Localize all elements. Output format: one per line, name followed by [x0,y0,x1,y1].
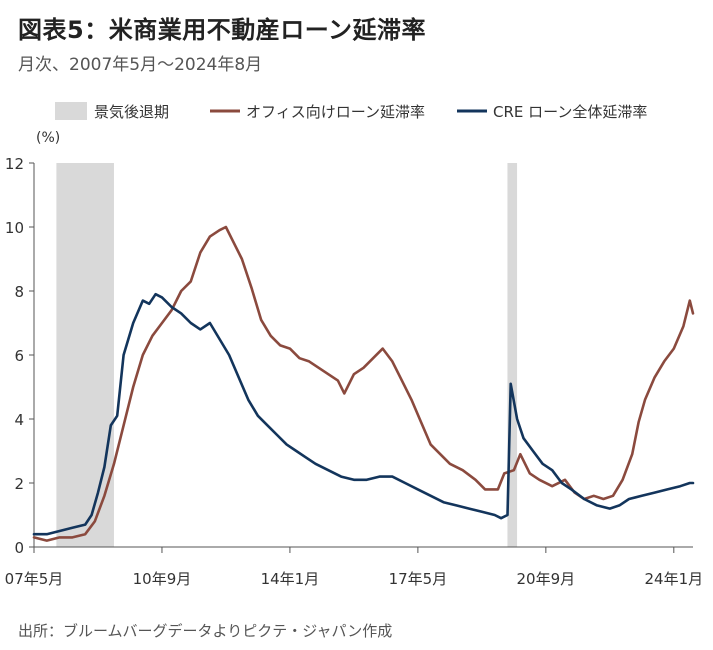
legend-cre-label: CRE ローン全体延滞率 [493,103,647,121]
y-tick-label: 0 [14,539,24,557]
y-tick-label: 10 [5,219,24,237]
x-tick-label: 17年5月 [389,570,448,588]
office-delinquency-line [32,225,695,542]
y-tick-label: 6 [14,347,24,365]
legend-office-label: オフィス向けローン延滞率 [246,103,425,121]
x-tick-label: 24年1月 [644,570,703,588]
recession-bands [56,163,518,547]
legend-recession-swatch [55,102,87,120]
y-tick-label: 2 [14,475,24,493]
legend: 景気後退期 オフィス向けローン延滞率 CRE ローン全体延滞率 [55,102,647,121]
chart-svg: 景気後退期 オフィス向けローン延滞率 CRE ローン全体延滞率 (%) 0 2 4 6… [5,102,703,588]
x-tick-label: 20年9月 [517,570,576,588]
x-tick-label: 07年5月 [5,570,64,588]
legend-recession-label: 景気後退期 [94,103,169,121]
y-tick-label: 12 [5,155,24,173]
x-tick-label: 10年9月 [133,570,192,588]
chart-title: 図表5：米商業用不動産ローン延滞率 [18,16,426,44]
source-note: 出所：ブルームバーグデータよりピクテ・ジャパン作成 [18,622,393,640]
series-lines [32,225,695,542]
cre-delinquency-line [32,292,695,536]
chart-subtitle: 月次、2007年5月～2024年8月 [18,55,263,75]
recession-band-0 [56,163,114,547]
y-tick-label: 4 [14,411,24,429]
y-tick-label: 8 [14,283,24,301]
y-unit-label: (%) [36,130,60,146]
x-axis: 07年5月 10年9月 14年1月 17年5月 20年9月 24年1月 [5,546,703,588]
x-tick-label: 14年1月 [261,570,320,588]
recession-band-1 [507,163,518,547]
y-axis: 0 2 4 6 8 10 12 [5,155,35,557]
